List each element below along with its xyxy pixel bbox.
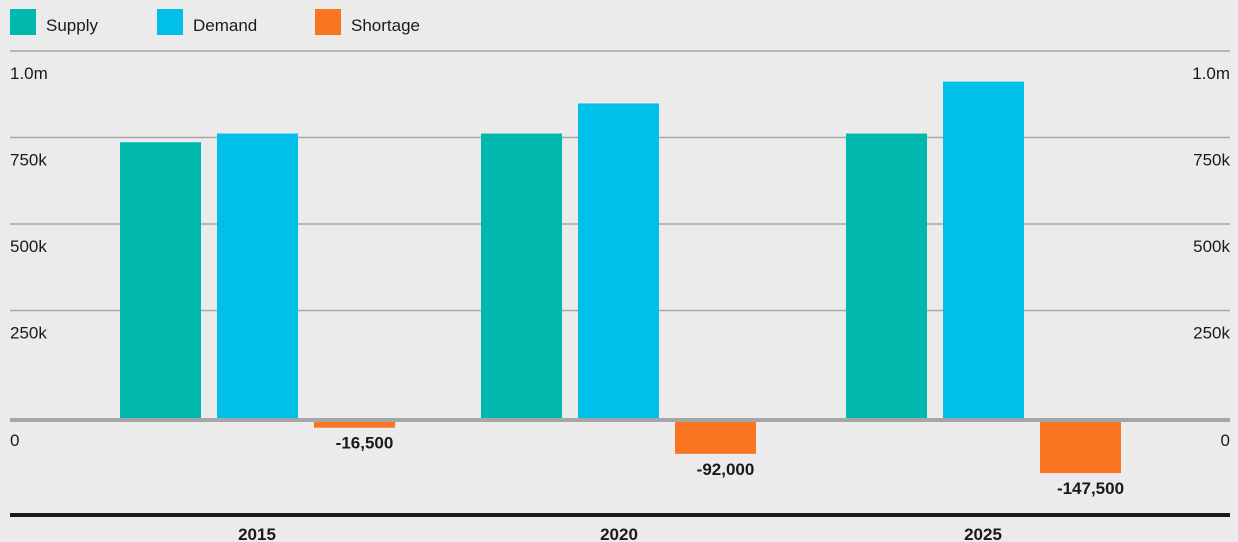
x-axis: 2015 2020 2025 xyxy=(10,513,1230,542)
legend-swatch-supply xyxy=(10,9,36,35)
chart-legend: Supply Demand Shortage xyxy=(10,9,420,35)
bar-demand-2015 xyxy=(217,133,298,420)
bar-shortage-2015 xyxy=(314,422,395,428)
y-tick-left-500k: 500k xyxy=(10,237,47,256)
y-tick-right-500k: 500k xyxy=(1193,237,1230,256)
x-category-2020: 2020 xyxy=(600,525,638,542)
y-tick-left-zero: 0 xyxy=(10,431,19,450)
y-tick-right-750k: 750k xyxy=(1193,151,1230,170)
y-axis-left: 0 250k 500k 750k 1.0m xyxy=(10,64,48,450)
legend-label-demand: Demand xyxy=(193,16,257,35)
legend-label-supply: Supply xyxy=(46,16,98,35)
data-label-shortage-2025: -147,500 xyxy=(1057,479,1124,498)
y-tick-left-1-0m: 1.0m xyxy=(10,64,48,83)
bar-demand-2025 xyxy=(943,81,1024,420)
bar-supply-2020 xyxy=(481,133,562,420)
x-category-2025: 2025 xyxy=(964,525,1002,542)
y-tick-right-zero: 0 xyxy=(1221,431,1230,450)
bar-shortage-2025 xyxy=(1040,422,1121,474)
bar-supply-2015 xyxy=(120,142,201,419)
y-tick-left-750k: 750k xyxy=(10,151,47,170)
y-tick-right-1-0m: 1.0m xyxy=(1192,64,1230,83)
y-tick-right-250k: 250k xyxy=(1193,324,1230,343)
legend-swatch-demand xyxy=(157,9,183,35)
data-label-shortage-2015: -16,500 xyxy=(336,434,394,453)
x-category-2015: 2015 xyxy=(238,525,276,542)
bar-supply-2025 xyxy=(846,133,927,420)
legend-swatch-shortage xyxy=(315,9,341,35)
legend-label-shortage: Shortage xyxy=(351,16,420,35)
data-label-shortage-2020: -92,000 xyxy=(697,460,755,479)
bar-shortage-2020 xyxy=(675,422,756,454)
bar-demand-2020 xyxy=(578,103,659,419)
y-axis-right: 0 250k 500k 750k 1.0m xyxy=(1192,64,1230,450)
bars xyxy=(10,81,1230,474)
data-labels: -16,500 -92,000 -147,500 xyxy=(336,434,1124,498)
y-tick-left-250k: 250k xyxy=(10,324,47,343)
